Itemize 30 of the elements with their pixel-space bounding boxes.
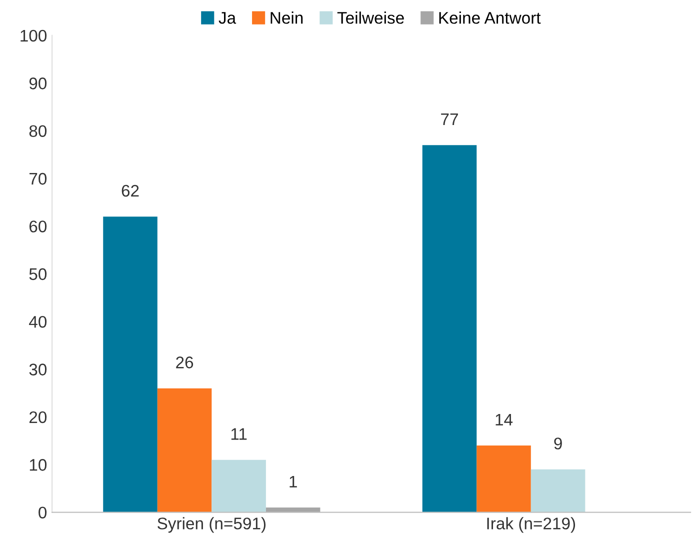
x-tick-label: Syrien (n=591) xyxy=(158,517,266,533)
legend-label: Keine Antwort xyxy=(439,12,541,24)
y-tick-label: 100 xyxy=(20,30,47,42)
data-label: 14 xyxy=(496,414,513,426)
y-tick-label: 80 xyxy=(29,125,47,138)
legend-label: Ja xyxy=(218,12,236,24)
legend-label: Nein xyxy=(270,12,303,24)
bar xyxy=(422,145,477,512)
y-tick-label: 30 xyxy=(29,364,47,376)
bar xyxy=(157,388,212,512)
data-label: 1 xyxy=(290,476,297,488)
legend-label: Teilweise xyxy=(337,12,404,24)
y-tick-label: 50 xyxy=(29,268,47,280)
x-tick-label: Irak (n=219) xyxy=(487,517,576,533)
y-tick-label: 40 xyxy=(29,316,47,328)
y-tick-label: 0 xyxy=(38,506,47,519)
y-tick-label: 60 xyxy=(30,220,47,232)
data-label: 9 xyxy=(554,438,562,450)
y-tick-label: 90 xyxy=(29,78,47,90)
data-label: 11 xyxy=(231,428,247,440)
data-label: 26 xyxy=(176,356,194,368)
y-tick-label: 20 xyxy=(29,411,47,424)
bar xyxy=(103,216,158,512)
data-label: 77 xyxy=(441,114,458,125)
y-tick-label: 70 xyxy=(30,172,47,185)
bar xyxy=(530,469,586,512)
data-label: 62 xyxy=(122,184,139,197)
bar xyxy=(476,446,531,512)
y-tick-label: 10 xyxy=(30,459,47,471)
bar xyxy=(212,460,266,512)
